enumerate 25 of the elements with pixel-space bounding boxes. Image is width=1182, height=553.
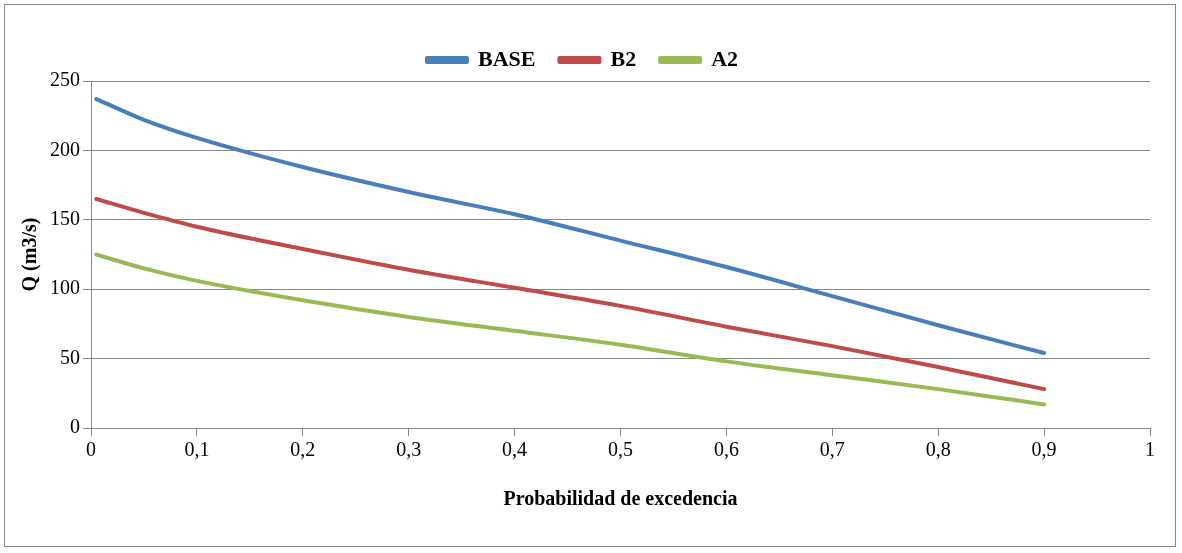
x-axis-title: Probabilidad de excedencia xyxy=(503,487,738,510)
legend-label: B2 xyxy=(610,45,637,71)
y-tick-label: 50 xyxy=(60,345,80,368)
x-tick-label: 0,9 xyxy=(1031,438,1057,461)
legend-label: A2 xyxy=(711,45,739,71)
legend-label: BASE xyxy=(477,45,536,71)
x-tick-label: 0,8 xyxy=(925,438,951,461)
y-tick-label: 250 xyxy=(50,68,80,91)
y-tick-label: 0 xyxy=(70,415,80,438)
x-tick-label: 0 xyxy=(86,438,96,461)
y-tick-label: 100 xyxy=(50,276,80,299)
y-tick-label: 150 xyxy=(50,207,80,230)
y-tick-label: 200 xyxy=(50,137,80,160)
x-tick-label: 0,7 xyxy=(819,438,845,461)
x-tick-label: 0,1 xyxy=(184,438,210,461)
x-tick-label: 0,4 xyxy=(502,438,528,461)
line-series xyxy=(94,196,1047,392)
x-tick-label: 0,3 xyxy=(396,438,422,461)
line-series xyxy=(94,97,1047,356)
x-tick-label: 0,5 xyxy=(608,438,633,461)
x-tick-label: 0,2 xyxy=(290,438,316,461)
x-tick-label: 1 xyxy=(1145,438,1155,461)
x-tick-label: 0,6 xyxy=(713,438,739,461)
line-series xyxy=(94,252,1047,407)
y-axis-title: Q (m3/s) xyxy=(18,217,42,292)
